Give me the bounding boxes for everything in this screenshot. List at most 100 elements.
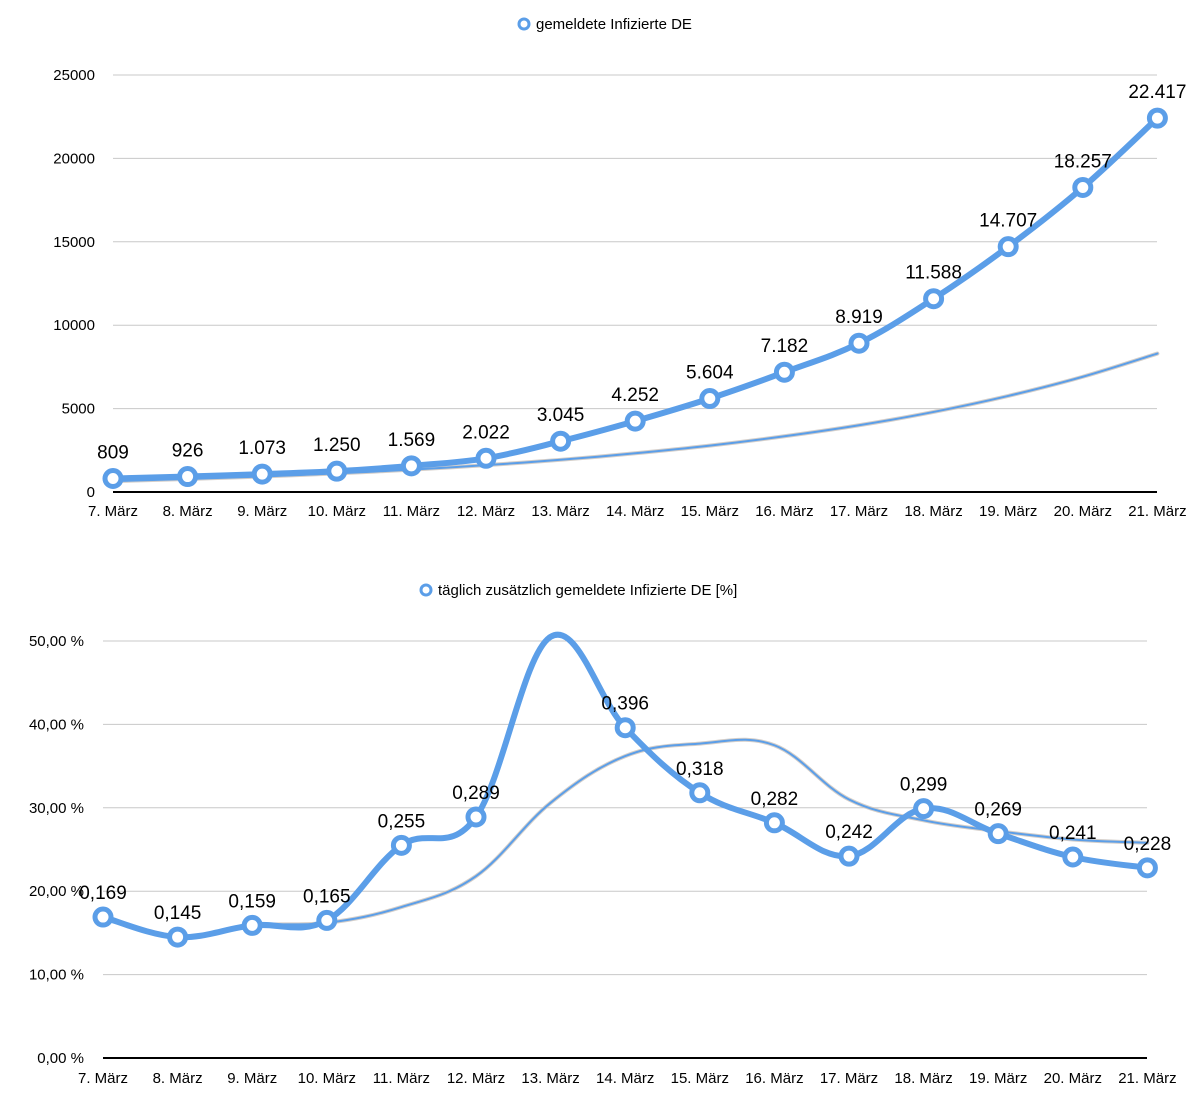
data-label: 11.588 — [905, 263, 962, 284]
x-tick-label: 9. März — [237, 503, 287, 520]
x-tick-label: 8. März — [153, 1070, 203, 1087]
y-tick-label: 10,00 % — [29, 967, 84, 984]
x-tick-label: 14. März — [596, 1070, 654, 1087]
data-label: 14.707 — [979, 211, 1037, 232]
y-tick-label: 15000 — [53, 234, 95, 251]
y-tick-label: 50,00 % — [29, 633, 84, 650]
data-label: 1.250 — [313, 435, 361, 456]
x-tick-label: 20. März — [1044, 1070, 1102, 1087]
data-point — [1072, 176, 1094, 198]
y-tick-label: 20000 — [53, 150, 95, 167]
x-tick-label: 7. März — [78, 1070, 128, 1087]
x-tick-label: 19. März — [979, 503, 1037, 520]
x-tick-label: 9. März — [227, 1070, 277, 1087]
x-tick-label: 18. März — [904, 503, 962, 520]
chart-daily-growth-percent: 0,00 % 10,00 % 20,00 % 30,00 % 40,00 % 50,00 … — [29, 582, 1177, 1087]
x-tick-label: 17. März — [830, 503, 888, 520]
data-point — [923, 288, 945, 310]
x-tick-label: 21. März — [1128, 503, 1186, 520]
data-point — [1062, 846, 1084, 868]
data-point — [167, 926, 189, 948]
y-tick-label: 30,00 % — [29, 800, 84, 817]
data-label: 4.252 — [611, 385, 659, 406]
data-label: 0,159 — [228, 891, 276, 912]
data-point — [913, 798, 935, 820]
data-point — [848, 332, 870, 354]
data-point — [241, 914, 263, 936]
x-tick-label: 11. März — [383, 503, 440, 520]
y-tick-label: 20,00 % — [29, 883, 84, 900]
x-tick-label: 10. März — [298, 1070, 356, 1087]
data-label: 0,299 — [900, 775, 948, 796]
y-tick-label: 0,00 % — [37, 1050, 84, 1067]
x-tick-label: 8. März — [163, 503, 213, 520]
data-point — [1146, 107, 1168, 129]
x-tick-label: 14. März — [606, 503, 664, 520]
data-label: 8.919 — [835, 307, 883, 328]
x-tick-label: 15. März — [671, 1070, 729, 1087]
data-label: 0,228 — [1124, 834, 1172, 855]
x-tick-label: 15. März — [681, 503, 739, 520]
data-point — [987, 823, 1009, 845]
data-point — [699, 388, 721, 410]
data-label: 18.257 — [1054, 151, 1112, 172]
data-label: 0,282 — [751, 789, 799, 810]
y-tick-label: 0 — [87, 484, 95, 501]
data-point — [102, 468, 124, 490]
data-label: 3.045 — [537, 405, 585, 426]
legend-label: täglich zusätzlich gemeldete Infizierte … — [438, 582, 737, 599]
data-label: 0,289 — [452, 783, 500, 804]
legend: gemeldete Infizierte DE — [517, 16, 692, 33]
data-label: 809 — [97, 443, 129, 464]
data-point — [689, 782, 711, 804]
data-point — [465, 806, 487, 828]
x-tick-label: 18. März — [894, 1070, 952, 1087]
data-point — [614, 717, 636, 739]
data-label: 0,169 — [79, 883, 127, 904]
data-point — [550, 430, 572, 452]
data-point — [624, 410, 646, 432]
x-tick-label: 21. März — [1118, 1070, 1176, 1087]
series-line — [100, 631, 1151, 941]
y-tick-label: 40,00 % — [29, 716, 84, 733]
y-tick-label: 5000 — [62, 401, 95, 418]
x-tick-label: 11. März — [373, 1070, 430, 1087]
x-tick-label: 12. März — [447, 1070, 505, 1087]
data-label: 0,145 — [154, 903, 202, 924]
data-point — [316, 909, 338, 931]
data-label: 0,318 — [676, 759, 724, 780]
data-point — [177, 466, 199, 488]
data-point — [997, 236, 1019, 258]
data-point — [326, 460, 348, 482]
data-label: 1.073 — [238, 438, 286, 459]
legend-label: gemeldete Infizierte DE — [536, 16, 692, 33]
data-label: 0,255 — [378, 811, 426, 832]
data-point — [1136, 857, 1158, 879]
data-point — [92, 906, 114, 928]
x-tick-label: 13. März — [521, 1070, 579, 1087]
data-point — [251, 463, 273, 485]
x-tick-label: 19. März — [969, 1070, 1027, 1087]
data-label: 0,396 — [601, 694, 649, 715]
data-label: 0,165 — [303, 886, 351, 907]
y-tick-label: 10000 — [53, 317, 95, 334]
x-tick-label: 7. März — [88, 503, 138, 520]
data-label: 22.417 — [1128, 82, 1186, 103]
y-tick-label: 25000 — [53, 67, 95, 84]
x-tick-label: 20. März — [1054, 503, 1112, 520]
data-label: 1.569 — [388, 430, 436, 451]
data-point — [763, 812, 785, 834]
data-label: 926 — [172, 441, 204, 462]
data-point — [400, 455, 422, 477]
x-tick-label: 13. März — [531, 503, 589, 520]
chart-infected-total: 0 5000 10000 15000 20000 25000 7. März 8. März 9… — [53, 16, 1186, 520]
data-label: 0,242 — [825, 822, 873, 843]
legend-marker — [419, 583, 433, 597]
x-tick-label: 16. März — [745, 1070, 803, 1087]
x-tick-label: 10. März — [308, 503, 366, 520]
data-point — [838, 845, 860, 867]
data-label: 7.182 — [761, 336, 809, 357]
data-point — [773, 361, 795, 383]
legend-marker — [517, 17, 531, 31]
